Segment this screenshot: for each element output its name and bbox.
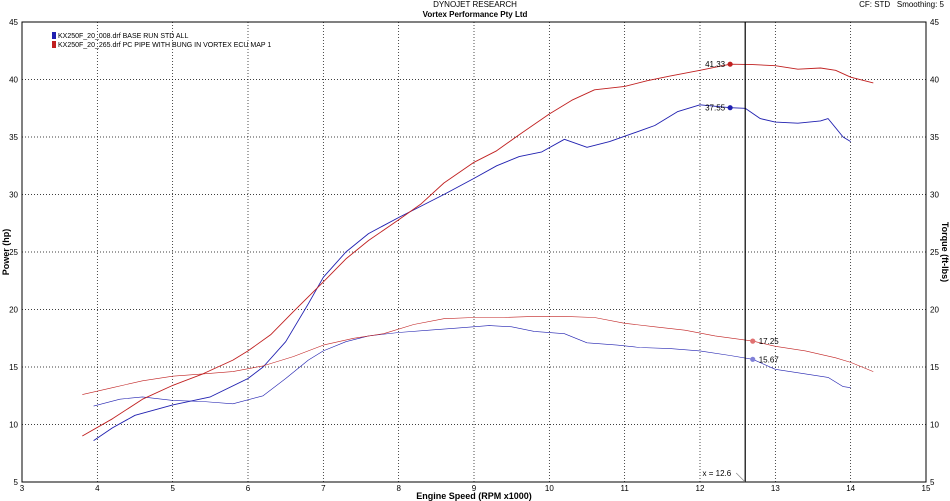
y-axis-left-label: Power (hp) xyxy=(1,229,11,276)
dyno-shop-title: Vortex Performance Pty Ltd xyxy=(422,10,528,19)
cursor-label: x = 12.6 xyxy=(703,469,732,478)
marker-point xyxy=(727,61,733,67)
legend-swatch xyxy=(52,41,56,48)
legend-entry: KX250F_20_265.drf PC PIPE WITH BUNG IN V… xyxy=(58,42,271,49)
legend: KX250F_20_008.drf BASE RUN STD ALL KX250F… xyxy=(52,32,271,49)
y-right-tick-label: 45 xyxy=(930,18,939,27)
x-tick-label: 10 xyxy=(545,484,554,493)
y-right-tick-label: 35 xyxy=(930,133,939,142)
x-tick-label: 14 xyxy=(846,484,855,493)
x-tick-label: 4 xyxy=(95,484,100,493)
series-1-power-line xyxy=(93,104,851,441)
y-left-tick-label: 20 xyxy=(9,306,18,315)
cursor-pointer xyxy=(735,472,746,483)
legend-swatch xyxy=(52,32,56,39)
x-tick-label: 9 xyxy=(472,484,477,493)
x-tick-label: 8 xyxy=(396,484,401,493)
y-left-tick-label: 25 xyxy=(9,248,18,257)
marker-point xyxy=(750,338,756,344)
y-right-tick-label: 15 xyxy=(930,363,939,372)
y-right-tick-label: 10 xyxy=(930,421,939,430)
correction-info: CF: STD Smoothing: 5 xyxy=(859,0,944,9)
smoothing-label: Smoothing: 5 xyxy=(896,0,944,9)
y-right-tick-label: 40 xyxy=(930,76,939,85)
x-tick-label: 5 xyxy=(170,484,175,493)
marker-point xyxy=(750,356,756,362)
x-tick-label: 11 xyxy=(621,484,630,493)
y-left-tick-label: 10 xyxy=(9,421,18,430)
y-left-tick-label: 5 xyxy=(14,478,19,487)
y-left-tick-label: 30 xyxy=(9,191,18,200)
y-right-tick-label: 5 xyxy=(930,478,935,487)
marker-value-label: 41.33 xyxy=(705,60,726,69)
rpm-cursor[interactable]: x = 12.6 xyxy=(703,22,746,483)
cf-label: CF: STD xyxy=(859,0,891,9)
y-left-tick-label: 40 xyxy=(9,76,18,85)
y-axis-right-label: Torque (ft-lbs) xyxy=(940,222,950,282)
x-tick-label: 3 xyxy=(20,484,25,493)
y-right-tick-label: 30 xyxy=(930,191,939,200)
y-left-tick-label: 35 xyxy=(9,133,18,142)
series-2-torque-line xyxy=(82,316,874,395)
x-tick-label: 6 xyxy=(246,484,251,493)
y-right-tick-label: 25 xyxy=(930,248,939,257)
y-axis-right-ticks: 5 10 15 20 25 30 35 40 45 xyxy=(930,18,939,487)
x-tick-label: 7 xyxy=(321,484,326,493)
x-axis-ticks: 3 4 5 6 7 8 9 10 11 12 13 14 15 xyxy=(20,484,931,493)
marker-value-label: 37.55 xyxy=(705,104,726,113)
y-left-tick-label: 15 xyxy=(9,363,18,372)
legend-entry: KX250F_20_008.drf BASE RUN STD ALL xyxy=(58,33,188,40)
marker-point xyxy=(727,105,733,111)
y-right-tick-label: 20 xyxy=(930,306,939,315)
y-left-tick-label: 45 xyxy=(9,18,18,27)
marker-value-label: 17.25 xyxy=(759,337,780,346)
grid-lines xyxy=(22,22,926,482)
x-axis-label: Engine Speed (RPM x1000) xyxy=(416,491,532,501)
series-2-power-line xyxy=(82,63,874,437)
marker-value-label: 15.67 xyxy=(759,355,780,364)
dyno-company-title: DYNOJET RESEARCH xyxy=(433,0,517,9)
y-axis-left-ticks: 5 10 15 20 25 30 35 40 45 xyxy=(9,18,18,487)
x-tick-label: 12 xyxy=(696,484,705,493)
x-tick-label: 13 xyxy=(771,484,780,493)
value-markers: 41.33 37.55 17.25 15.67 xyxy=(705,60,779,364)
x-tick-label: 15 xyxy=(922,484,931,493)
